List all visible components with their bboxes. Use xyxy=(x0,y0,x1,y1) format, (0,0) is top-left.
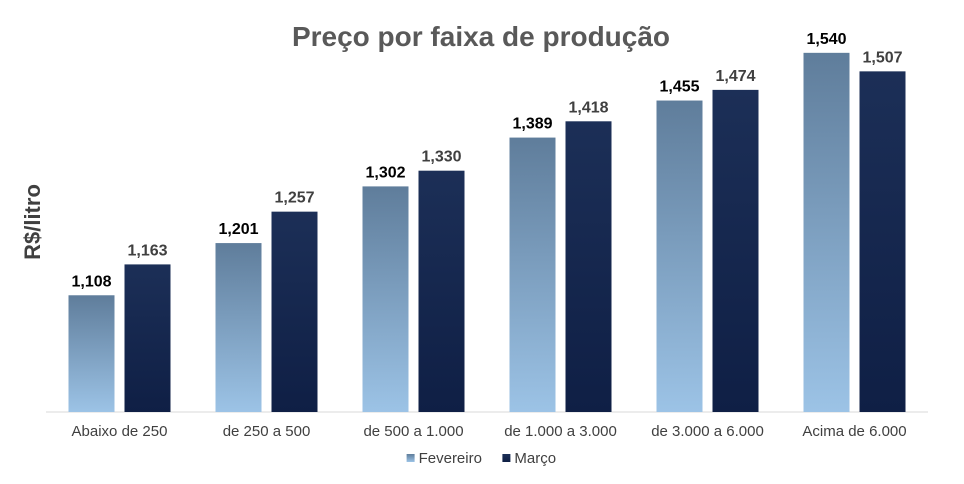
data-label-fevereiro-acima-de-6-000: 1,540 xyxy=(806,31,846,48)
data-label-fevereiro-de-250-a-500: 1,201 xyxy=(218,221,258,238)
bar-fevereiro-de-500-a-1-000 xyxy=(362,186,409,412)
bar-fevereiro-de-1-000-a-3-000 xyxy=(509,137,556,413)
bar-marco-de-500-a-1-000 xyxy=(418,170,465,412)
x-tick-label-de-500-a-1-000: de 500 a 1.000 xyxy=(363,423,463,440)
bar-fevereiro-acima-de-6-000 xyxy=(803,52,850,413)
chart-title: Preço por faixa de produção xyxy=(292,21,670,52)
legend-swatch-marco xyxy=(502,454,511,462)
data-labels-group: 1,108 1,163 1,201 1,257 1,302 1,330 1,389 1,418… xyxy=(71,31,902,290)
data-label-fevereiro-de-500-a-1-000: 1,302 xyxy=(365,164,405,181)
x-tick-label-de-250-a-500: de 250 a 500 xyxy=(223,423,311,440)
legend-swatch-fevereiro xyxy=(406,454,415,462)
bar-fevereiro-abaixo-de-250 xyxy=(68,295,115,412)
bar-marco-de-250-a-500 xyxy=(271,211,318,412)
data-label-marco-abaixo-de-250: 1,163 xyxy=(127,242,167,259)
bars-group xyxy=(68,52,906,413)
data-label-marco-de-1-000-a-3-000: 1,418 xyxy=(568,99,608,116)
data-label-marco-de-250-a-500: 1,257 xyxy=(274,190,314,207)
x-tick-label-acima-de-6-000: Acima de 6.000 xyxy=(802,423,906,440)
x-tick-label-de-3-000-a-6-000: de 3.000 a 6.000 xyxy=(651,423,764,440)
legend: Fevereiro Março xyxy=(406,450,556,467)
bar-fevereiro-de-3-000-a-6-000 xyxy=(656,100,703,412)
data-label-marco-acima-de-6-000: 1,507 xyxy=(862,49,902,66)
data-label-fevereiro-abaixo-de-250: 1,108 xyxy=(71,273,111,290)
x-tick-labels-group: Abaixo de 250 de 250 a 500 de 500 a 1.000 d… xyxy=(72,423,907,440)
bar-marco-de-1-000-a-3-000 xyxy=(565,121,612,413)
bar-marco-acima-de-6-000 xyxy=(859,71,906,412)
x-tick-label-de-1-000-a-3-000: de 1.000 a 3.000 xyxy=(504,423,617,440)
legend-label-fevereiro: Fevereiro xyxy=(419,450,482,467)
bar-fevereiro-de-250-a-500 xyxy=(215,243,262,412)
y-axis-label: R$/litro xyxy=(20,184,45,260)
data-label-fevereiro-de-1-000-a-3-000: 1,389 xyxy=(512,116,552,133)
data-label-marco-de-3-000-a-6-000: 1,474 xyxy=(715,68,755,85)
x-tick-label-abaixo-de-250: Abaixo de 250 xyxy=(72,423,168,440)
data-label-fevereiro-de-3-000-a-6-000: 1,455 xyxy=(659,79,699,96)
legend-label-marco: Março xyxy=(514,450,556,467)
data-label-marco-de-500-a-1-000: 1,330 xyxy=(421,149,461,166)
bar-marco-abaixo-de-250 xyxy=(124,264,171,412)
bar-marco-de-3-000-a-6-000 xyxy=(712,89,759,412)
